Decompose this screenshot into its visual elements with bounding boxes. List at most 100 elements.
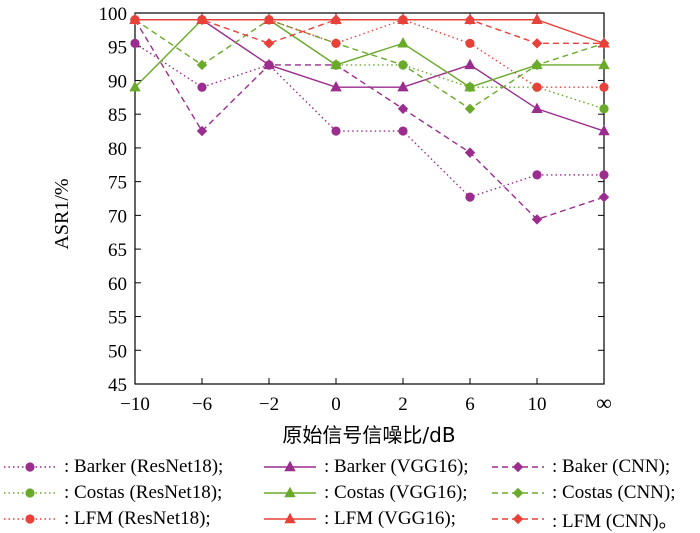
legend-label: : LFM (ResNet18); [64, 508, 211, 529]
data-point [330, 58, 342, 70]
legend-item: : Costas (CNN); [490, 480, 676, 506]
legend-label: : LFM (VGG16); [324, 508, 456, 529]
y-tick-label: 55 [108, 308, 127, 329]
data-point [397, 103, 409, 114]
legend-label: : Barker (VGG16); [324, 456, 469, 477]
legend-label: : Costas (VGG16); [324, 482, 468, 503]
legend-swatch [4, 488, 56, 498]
series-layer [129, 13, 610, 225]
legend: : Barker (ResNet18); : Barker (VGG16); : B… [0, 452, 700, 532]
y-tick-label: 45 [108, 375, 127, 396]
y-tick-label: 70 [108, 206, 127, 227]
data-point [531, 214, 543, 225]
data-point [397, 59, 409, 71]
legend-label: : Barker (ResNet18); [64, 456, 224, 477]
data-point [531, 38, 543, 49]
x-axis: −10 −6 −2 0 2 6 10 ∞ [120, 13, 612, 415]
legend-item: : LFM (CNN)。 [490, 506, 678, 532]
x-tick-label: 6 [465, 394, 475, 415]
legend-label: : Baker (CNN); [552, 456, 671, 477]
legend-marker [25, 514, 35, 524]
data-point [464, 103, 476, 114]
data-point [397, 81, 409, 92]
legend-item: : Baker (CNN); [490, 454, 670, 480]
y-tick-label: 80 [108, 139, 127, 160]
legend-swatch [492, 461, 544, 473]
data-point [330, 14, 342, 25]
legend-marker [512, 513, 524, 525]
y-axis: 45 50 55 60 65 70 75 80 85 90 95 100 [99, 4, 604, 396]
y-tick-label: 75 [108, 173, 127, 194]
data-point [599, 170, 609, 180]
series-8 [129, 14, 610, 49]
data-point [398, 126, 408, 136]
data-point [330, 81, 342, 92]
data-point [465, 38, 475, 48]
data-point [532, 82, 542, 92]
y-tick-label: 95 [108, 38, 127, 59]
legend-label: : LFM (CNN)。 [552, 510, 678, 532]
legend-item: : Barker (VGG16); [262, 454, 469, 480]
legend-item: : Costas (ResNet18); [2, 480, 222, 506]
legend-label: : Costas (ResNet18); [64, 482, 223, 503]
data-point [465, 192, 475, 202]
data-point [598, 124, 610, 136]
y-tick-label: 60 [108, 274, 127, 295]
legend-item: : Barker (ResNet18); [2, 454, 223, 480]
series-line [134, 19, 605, 221]
data-point [464, 147, 476, 158]
series-line [135, 19, 605, 110]
data-point [196, 125, 208, 137]
y-tick-label: 100 [99, 4, 128, 25]
data-point [464, 58, 476, 70]
legend-swatch [492, 513, 544, 525]
legend-swatch [4, 514, 56, 524]
y-tick-label: 90 [108, 71, 127, 92]
legend-marker [512, 487, 524, 499]
x-axis-label: 原始信号信噪比/dB [282, 423, 455, 447]
legend-item: : Costas (VGG16); [262, 480, 468, 506]
y-tick-label: 65 [108, 240, 127, 261]
legend-label: : Costas (CNN); [552, 482, 676, 503]
data-point [598, 191, 610, 203]
data-point [196, 59, 208, 71]
data-point [397, 37, 409, 48]
series-4 [129, 13, 610, 92]
data-point [397, 14, 409, 25]
data-point [599, 82, 609, 92]
x-tick-label: 2 [398, 394, 408, 415]
data-point [129, 14, 141, 25]
legend-marker [284, 460, 296, 472]
data-point [464, 81, 476, 92]
legend-marker [284, 486, 296, 498]
legend-item: : LFM (VGG16); [262, 506, 456, 532]
y-tick-label: 50 [108, 341, 127, 362]
series-line [134, 18, 605, 110]
data-point [464, 14, 476, 25]
data-point [531, 13, 543, 24]
x-tick-label: −10 [120, 394, 150, 415]
data-point [598, 38, 610, 49]
series-line [135, 19, 605, 132]
x-tick-label: 0 [331, 394, 341, 415]
data-point [331, 38, 341, 48]
data-point [263, 59, 275, 71]
legend-swatch [264, 512, 316, 524]
legend-swatch [4, 462, 56, 472]
data-point [531, 102, 543, 113]
data-point [531, 59, 543, 71]
data-point [130, 38, 140, 48]
legend-marker [512, 461, 524, 473]
x-tick-label: ∞ [596, 390, 612, 415]
legend-swatch [264, 486, 316, 498]
series-1 [129, 13, 610, 136]
series-line [134, 19, 604, 88]
series-line [134, 42, 604, 198]
y-tick-label: 85 [108, 105, 127, 126]
data-point [598, 58, 610, 70]
legend-marker [25, 488, 35, 498]
legend-marker [25, 462, 35, 472]
data-point [532, 170, 542, 180]
data-point [263, 13, 275, 24]
